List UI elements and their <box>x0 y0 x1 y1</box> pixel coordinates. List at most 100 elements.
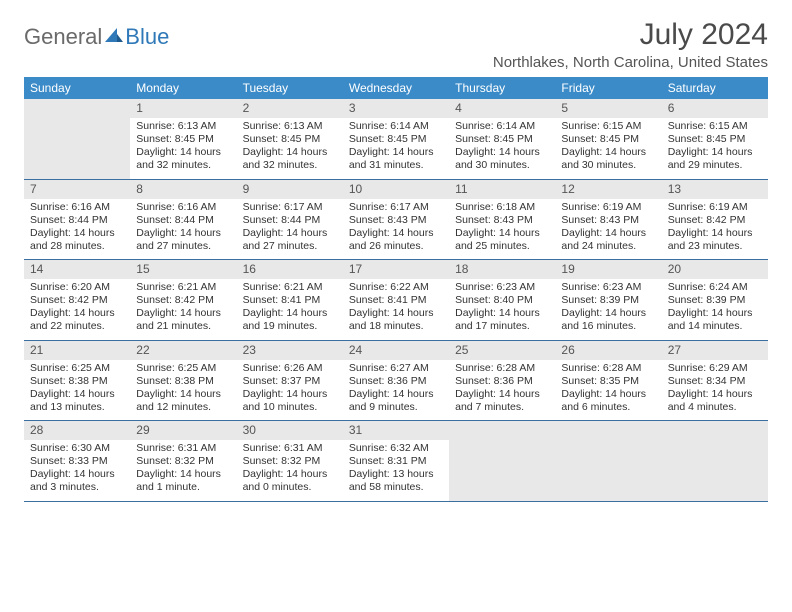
daylight-line: Daylight: 14 hours and 12 minutes. <box>136 388 230 414</box>
daylight-line: Daylight: 14 hours and 32 minutes. <box>136 146 230 172</box>
day-cell: 13Sunrise: 6:19 AMSunset: 8:42 PMDayligh… <box>662 179 768 260</box>
day-number: 17 <box>343 260 449 279</box>
sunrise-line: Sunrise: 6:30 AM <box>30 442 124 455</box>
sunrise-line: Sunrise: 6:14 AM <box>455 120 549 133</box>
calendar-row: 14Sunrise: 6:20 AMSunset: 8:42 PMDayligh… <box>24 260 768 341</box>
day-number: 20 <box>662 260 768 279</box>
day-number: 29 <box>130 421 236 440</box>
day-cell: 25Sunrise: 6:28 AMSunset: 8:36 PMDayligh… <box>449 340 555 421</box>
sunset-line: Sunset: 8:40 PM <box>455 294 549 307</box>
day-body: Sunrise: 6:28 AMSunset: 8:35 PMDaylight:… <box>555 360 661 421</box>
sunset-line: Sunset: 8:42 PM <box>668 214 762 227</box>
calendar-row: 1Sunrise: 6:13 AMSunset: 8:45 PMDaylight… <box>24 99 768 179</box>
sunset-line: Sunset: 8:39 PM <box>668 294 762 307</box>
sunset-line: Sunset: 8:39 PM <box>561 294 655 307</box>
day-number: 1 <box>130 99 236 118</box>
blank-cell <box>662 421 768 502</box>
day-cell: 22Sunrise: 6:25 AMSunset: 8:38 PMDayligh… <box>130 340 236 421</box>
sunset-line: Sunset: 8:45 PM <box>455 133 549 146</box>
day-body: Sunrise: 6:17 AMSunset: 8:43 PMDaylight:… <box>343 199 449 260</box>
day-number: 12 <box>555 180 661 199</box>
sunset-line: Sunset: 8:37 PM <box>243 375 337 388</box>
daylight-line: Daylight: 14 hours and 0 minutes. <box>243 468 337 494</box>
day-body: Sunrise: 6:22 AMSunset: 8:41 PMDaylight:… <box>343 279 449 340</box>
sunset-line: Sunset: 8:35 PM <box>561 375 655 388</box>
weekday-header: Tuesday <box>237 77 343 99</box>
daylight-line: Daylight: 14 hours and 17 minutes. <box>455 307 549 333</box>
day-cell: 17Sunrise: 6:22 AMSunset: 8:41 PMDayligh… <box>343 260 449 341</box>
sunset-line: Sunset: 8:42 PM <box>136 294 230 307</box>
sunrise-line: Sunrise: 6:18 AM <box>455 201 549 214</box>
daylight-line: Daylight: 14 hours and 1 minute. <box>136 468 230 494</box>
sunrise-line: Sunrise: 6:20 AM <box>30 281 124 294</box>
day-cell: 2Sunrise: 6:13 AMSunset: 8:45 PMDaylight… <box>237 99 343 179</box>
day-cell: 24Sunrise: 6:27 AMSunset: 8:36 PMDayligh… <box>343 340 449 421</box>
calendar-row: 28Sunrise: 6:30 AMSunset: 8:33 PMDayligh… <box>24 421 768 502</box>
day-number: 28 <box>24 421 130 440</box>
sunrise-line: Sunrise: 6:16 AM <box>30 201 124 214</box>
day-number: 24 <box>343 341 449 360</box>
daylight-line: Daylight: 14 hours and 31 minutes. <box>349 146 443 172</box>
day-number: 14 <box>24 260 130 279</box>
sunrise-line: Sunrise: 6:21 AM <box>243 281 337 294</box>
day-number: 9 <box>237 180 343 199</box>
daylight-line: Daylight: 14 hours and 10 minutes. <box>243 388 337 414</box>
daylight-line: Daylight: 14 hours and 18 minutes. <box>349 307 443 333</box>
sunrise-line: Sunrise: 6:32 AM <box>349 442 443 455</box>
sunset-line: Sunset: 8:45 PM <box>349 133 443 146</box>
logo: General Blue <box>24 24 169 50</box>
sunset-line: Sunset: 8:45 PM <box>561 133 655 146</box>
day-number: 30 <box>237 421 343 440</box>
sunrise-line: Sunrise: 6:23 AM <box>455 281 549 294</box>
location: Northlakes, North Carolina, United State… <box>493 54 768 71</box>
sunset-line: Sunset: 8:32 PM <box>136 455 230 468</box>
blank-cell <box>24 99 130 179</box>
sail-icon <box>103 24 123 50</box>
daylight-line: Daylight: 14 hours and 30 minutes. <box>561 146 655 172</box>
day-number: 23 <box>237 341 343 360</box>
weekday-header: Wednesday <box>343 77 449 99</box>
daylight-line: Daylight: 14 hours and 27 minutes. <box>243 227 337 253</box>
day-body: Sunrise: 6:24 AMSunset: 8:39 PMDaylight:… <box>662 279 768 340</box>
day-number: 31 <box>343 421 449 440</box>
daylight-line: Daylight: 14 hours and 28 minutes. <box>30 227 124 253</box>
day-body: Sunrise: 6:23 AMSunset: 8:39 PMDaylight:… <box>555 279 661 340</box>
weekday-header: Saturday <box>662 77 768 99</box>
day-body: Sunrise: 6:27 AMSunset: 8:36 PMDaylight:… <box>343 360 449 421</box>
day-cell: 31Sunrise: 6:32 AMSunset: 8:31 PMDayligh… <box>343 421 449 502</box>
day-body: Sunrise: 6:21 AMSunset: 8:42 PMDaylight:… <box>130 279 236 340</box>
day-cell: 5Sunrise: 6:15 AMSunset: 8:45 PMDaylight… <box>555 99 661 179</box>
day-body: Sunrise: 6:25 AMSunset: 8:38 PMDaylight:… <box>130 360 236 421</box>
day-body: Sunrise: 6:16 AMSunset: 8:44 PMDaylight:… <box>130 199 236 260</box>
day-body: Sunrise: 6:19 AMSunset: 8:42 PMDaylight:… <box>662 199 768 260</box>
sunset-line: Sunset: 8:43 PM <box>455 214 549 227</box>
day-body: Sunrise: 6:25 AMSunset: 8:38 PMDaylight:… <box>24 360 130 421</box>
daylight-line: Daylight: 14 hours and 19 minutes. <box>243 307 337 333</box>
daylight-line: Daylight: 14 hours and 26 minutes. <box>349 227 443 253</box>
sunrise-line: Sunrise: 6:23 AM <box>561 281 655 294</box>
day-body: Sunrise: 6:17 AMSunset: 8:44 PMDaylight:… <box>237 199 343 260</box>
day-number: 11 <box>449 180 555 199</box>
blank-cell <box>449 421 555 502</box>
day-cell: 9Sunrise: 6:17 AMSunset: 8:44 PMDaylight… <box>237 179 343 260</box>
sunrise-line: Sunrise: 6:24 AM <box>668 281 762 294</box>
day-number: 26 <box>555 341 661 360</box>
weekday-header-row: SundayMondayTuesdayWednesdayThursdayFrid… <box>24 77 768 99</box>
daylight-line: Daylight: 14 hours and 21 minutes. <box>136 307 230 333</box>
sunrise-line: Sunrise: 6:21 AM <box>136 281 230 294</box>
day-number: 27 <box>662 341 768 360</box>
day-cell: 16Sunrise: 6:21 AMSunset: 8:41 PMDayligh… <box>237 260 343 341</box>
calendar-row: 7Sunrise: 6:16 AMSunset: 8:44 PMDaylight… <box>24 179 768 260</box>
daylight-line: Daylight: 14 hours and 4 minutes. <box>668 388 762 414</box>
day-body: Sunrise: 6:14 AMSunset: 8:45 PMDaylight:… <box>343 118 449 179</box>
sunset-line: Sunset: 8:36 PM <box>455 375 549 388</box>
day-number: 21 <box>24 341 130 360</box>
day-cell: 8Sunrise: 6:16 AMSunset: 8:44 PMDaylight… <box>130 179 236 260</box>
weekday-header: Sunday <box>24 77 130 99</box>
day-body: Sunrise: 6:31 AMSunset: 8:32 PMDaylight:… <box>130 440 236 501</box>
day-number: 18 <box>449 260 555 279</box>
day-body: Sunrise: 6:26 AMSunset: 8:37 PMDaylight:… <box>237 360 343 421</box>
day-body: Sunrise: 6:20 AMSunset: 8:42 PMDaylight:… <box>24 279 130 340</box>
day-body: Sunrise: 6:28 AMSunset: 8:36 PMDaylight:… <box>449 360 555 421</box>
sunrise-line: Sunrise: 6:14 AM <box>349 120 443 133</box>
